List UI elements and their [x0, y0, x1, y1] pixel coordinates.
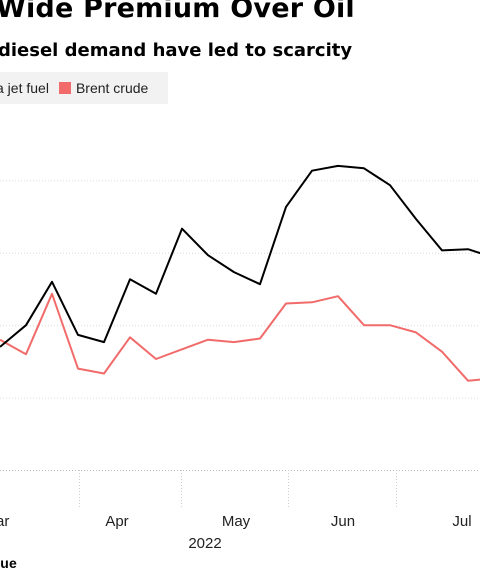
x-year-label: 2022	[188, 535, 221, 552]
legend-label-jet-fuel: a jet fuel	[0, 80, 49, 96]
x-tick-label: Apr	[105, 513, 128, 530]
series-line-jet-fuel	[0, 164, 480, 348]
series-line-brent-crude	[0, 292, 480, 382]
legend-item-jet-fuel: a jet fuel	[0, 80, 49, 96]
chart-title: Wide Premium Over Oil	[0, 0, 355, 24]
legend-swatch-brent	[58, 82, 71, 94]
chart-legend: a jet fuel Brent crude	[0, 72, 169, 104]
x-tick-label: Jul	[452, 513, 471, 530]
legend-item-brent: Brent crude	[58, 80, 149, 96]
legend-label-brent: Brent crude	[75, 80, 149, 96]
source-note: lue	[0, 555, 18, 571]
x-tick-label: ar	[0, 513, 9, 530]
x-tick-label: Jun	[331, 513, 355, 530]
chart-subtitle: diesel demand have led to scarcity	[0, 40, 353, 61]
x-tick-label: May	[222, 513, 251, 530]
